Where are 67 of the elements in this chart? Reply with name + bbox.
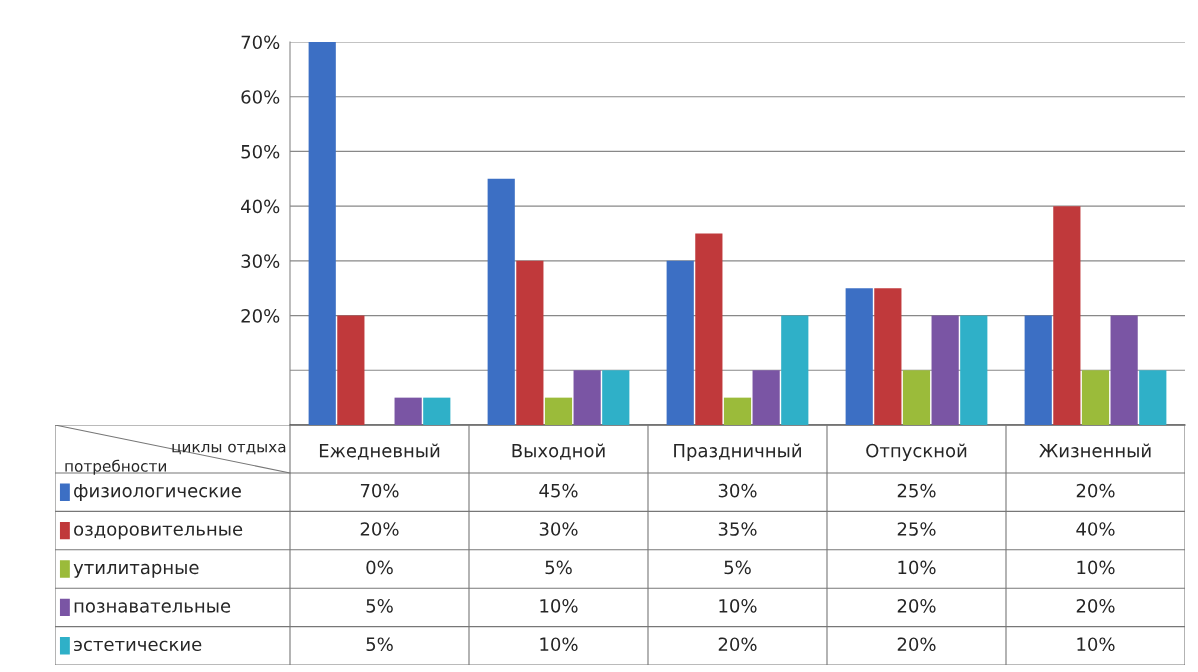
bar — [874, 288, 902, 425]
bar — [423, 397, 451, 425]
y-tick-label: 40% — [241, 199, 280, 214]
data-label: 20% — [897, 637, 936, 652]
bar — [1053, 206, 1081, 425]
text: потребности — [65, 459, 166, 475]
bar — [666, 260, 694, 425]
legend-label: физиологические — [74, 484, 241, 501]
bar — [1024, 315, 1052, 425]
bar — [516, 260, 544, 425]
data-label: 45% — [539, 483, 578, 498]
data-label: 10% — [540, 598, 578, 613]
data-label: 30% — [718, 483, 757, 498]
data-label: 10% — [1077, 560, 1115, 575]
data-label: 20% — [718, 637, 757, 652]
bar — [960, 315, 988, 425]
bar — [1081, 370, 1110, 425]
data-label: 35% — [718, 522, 757, 536]
y-tick-label: 50% — [241, 144, 280, 159]
data-label: 5% — [545, 560, 572, 575]
data-label: 25% — [897, 483, 936, 498]
bar — [573, 370, 601, 425]
x-tick-label: Выходной — [512, 443, 605, 460]
y-tick-label: 20% — [241, 309, 280, 323]
data-label: 10% — [1077, 637, 1115, 652]
x-tick-label: Ежедневный — [319, 443, 440, 460]
bar — [602, 370, 630, 425]
y-tick-label: 70% — [241, 35, 280, 50]
bar — [1139, 370, 1167, 425]
bar — [723, 397, 752, 425]
legend-label: познавательные — [74, 602, 231, 613]
data-label: 5% — [366, 598, 393, 613]
data-label: 25% — [897, 522, 936, 536]
bar — [931, 315, 959, 425]
data-label: 20% — [1076, 598, 1115, 613]
data-label: 10% — [540, 637, 578, 652]
data-label: 5% — [724, 560, 751, 575]
bar — [394, 397, 422, 425]
bar — [337, 315, 365, 425]
bar — [308, 42, 336, 425]
data-label: 70% — [360, 483, 399, 498]
legend-label: оздоровительные — [74, 525, 243, 540]
x-tick-label: Праздничный — [674, 443, 801, 461]
bar — [1110, 315, 1138, 425]
text: циклы отдыха — [172, 443, 286, 455]
data-label: 20% — [1076, 483, 1115, 498]
bar — [544, 397, 573, 425]
legend-label: эстетические — [74, 640, 202, 652]
data-label: 20% — [360, 522, 399, 536]
data-label: 10% — [898, 560, 936, 575]
data-label: 40% — [1076, 522, 1115, 536]
bar — [845, 288, 873, 425]
bar — [752, 370, 780, 425]
data-label: 30% — [539, 522, 578, 536]
x-tick-label: Отпускной — [866, 443, 967, 461]
data-label: 5% — [366, 637, 393, 652]
legend-label: утилитарные — [73, 563, 199, 578]
data-label: 20% — [897, 598, 936, 613]
data-label: 0% — [366, 560, 393, 575]
bar — [902, 370, 931, 425]
x-tick-label: Жизненный — [1039, 443, 1151, 458]
bar — [781, 315, 809, 425]
data-label: 10% — [719, 598, 757, 613]
y-tick-label: 60% — [241, 90, 280, 104]
bar — [487, 178, 515, 425]
y-tick-label: 30% — [241, 254, 280, 268]
bar — [695, 233, 723, 425]
